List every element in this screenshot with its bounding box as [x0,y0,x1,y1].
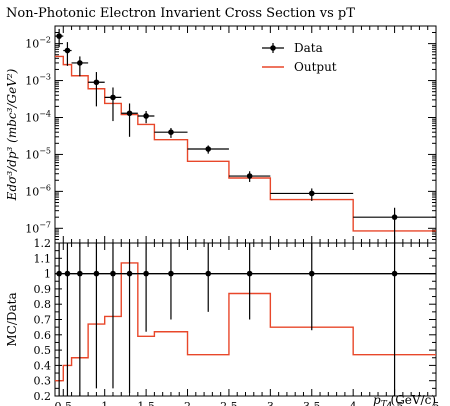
ratio-output-step-line [55,262,436,382]
data-point [93,79,100,86]
legend-label-output: Output [294,60,337,74]
y-tick-label: 0.9 [34,283,52,296]
x-tick-label: 0.5 [55,400,73,406]
legend-data-marker [270,45,276,51]
data-point [56,33,62,39]
ratio-data-point [126,270,133,277]
y-tick-label: 10−3 [25,73,51,88]
y-tick-label: 10−5 [25,146,51,161]
ratio-panel: 0.5 1 1.5 2 2.5 3 3.5 4 4.5 5 0.2 0.3 0.4 0.5 0.6 0.7 0.… [34,237,440,406]
data-point [205,146,212,152]
x-tick-label: 2 [184,400,191,406]
y-tick-label: 1.2 [34,237,52,250]
data-point [77,60,83,66]
legend-label-data: Data [294,41,323,55]
y-tick-label: 0.2 [34,390,52,403]
legend: Data Output [262,41,337,74]
ratio-data-point [246,270,253,277]
y-tick-label: 10−4 [25,109,51,124]
data-point [246,173,253,179]
x-axis-label: pT (GeV/c) [373,393,436,406]
data-point [308,190,315,197]
ratio-data-point [93,270,100,277]
y-tick-label: 0.8 [34,298,52,311]
data-point [143,113,149,119]
ratio-data-point [168,270,174,277]
y-tick-label: 0.4 [34,359,52,372]
ratio-data-point [110,270,116,277]
x-tick-label: 1 [101,400,108,406]
x-tick-label: 4.5 [386,400,404,406]
ratio-data-point [391,270,398,277]
main-y-axis-label: Edσ³/dp³ (mbc³/GeV²) [5,68,19,201]
ratio-data-point [308,270,315,277]
y-tick-label: 10−2 [25,36,51,51]
ratio-frame [54,242,437,397]
ratio-data-point [56,270,62,277]
x-tick-label: 1.5 [137,400,155,406]
x-tick-label: 5 [433,400,440,406]
y-tick-label: 0.3 [34,375,52,388]
ratio-data-point [64,270,71,277]
data-point [391,214,398,220]
data-point [110,94,116,101]
ratio-data-point [143,270,149,277]
main-panel: 10−2 10−3 10−4 10−5 10−6 10−7 [25,25,437,244]
y-tick-label: 0.6 [34,329,52,342]
data-point [64,47,71,54]
x-tick-label: 3.5 [303,400,321,406]
y-tick-label: 10−7 [25,220,51,235]
ratio-y-axis-label: MC/Data [5,292,19,346]
output-step-line [55,55,436,232]
y-tick-label: 1 [44,268,51,281]
y-tick-label: 10−6 [25,183,51,198]
y-tick-label: 1.1 [34,252,52,265]
data-point [126,110,133,117]
ratio-data-point [205,270,212,277]
x-tick-label: 2.5 [220,400,238,406]
y-tick-label: 0.5 [34,344,52,357]
x-tick-label: 4 [350,400,357,406]
x-tick-label: 3 [267,400,274,406]
y-tick-label: 0.7 [34,314,52,327]
chart-title: Non-Photonic Electron Invarient Cross Se… [6,6,355,21]
main-frame [54,25,437,244]
ratio-data-point [77,270,83,277]
data-point [168,129,174,135]
